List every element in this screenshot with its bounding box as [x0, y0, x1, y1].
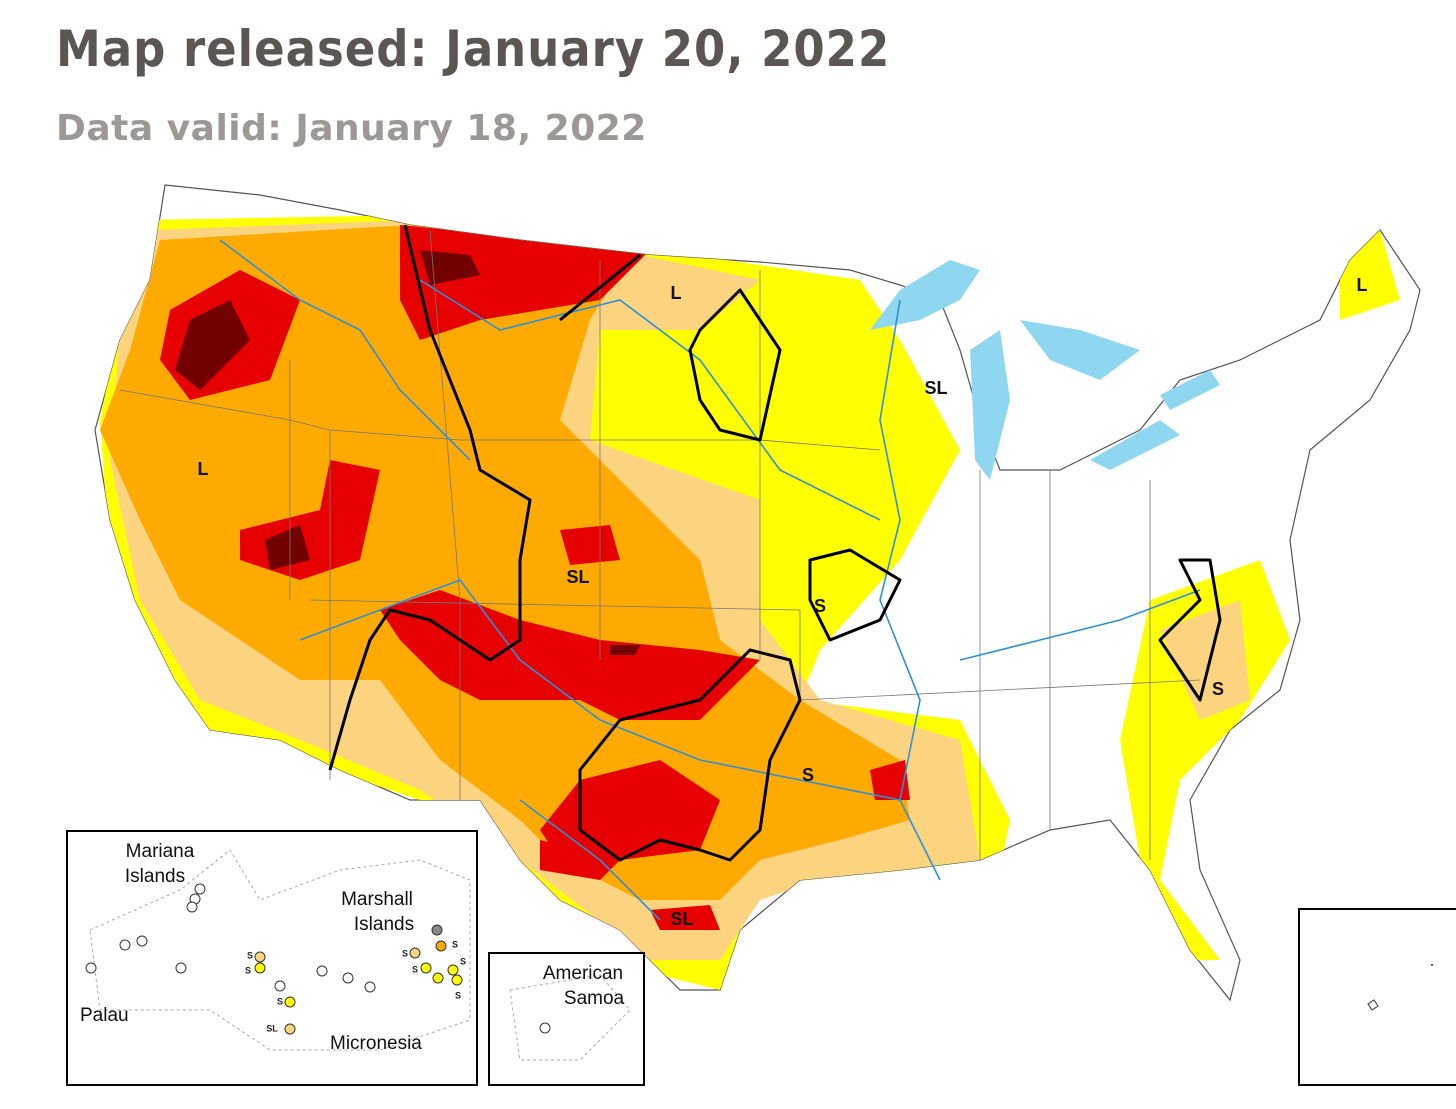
station-dots-shape: [364, 981, 376, 993]
station-dots-shape: [119, 939, 131, 951]
drought-areas: [100, 215, 1400, 990]
station-dots-shape: [284, 1023, 296, 1035]
drought-areas-shape: [400, 225, 650, 340]
drought-areas-shape: [540, 840, 620, 880]
drought-areas-shape: [420, 250, 480, 285]
dot-label: S: [247, 950, 253, 960]
state-boundaries-shape: [119, 389, 881, 451]
station-dots-shape: [431, 924, 443, 936]
impact-boundaries: [328, 224, 1222, 862]
impact-boundaries-shape: [578, 648, 802, 862]
impact-labels: L L SL L SL S S S SL: [198, 275, 1368, 929]
impact-label: SL: [670, 909, 693, 929]
hawaii-inset-shape: [1298, 908, 1456, 1086]
station-dots-shape: [284, 996, 296, 1008]
inset-label: American: [543, 963, 623, 984]
rivers: [219, 239, 1201, 921]
us-map: L L SL L SL S S S SL: [94, 184, 1421, 1002]
station-dots-shape: [420, 962, 432, 974]
inset-label: Samoa: [564, 988, 625, 1009]
impact-label: L: [198, 459, 209, 479]
dot-label: SL: [266, 1023, 278, 1033]
drought-areas-shape: [610, 645, 640, 655]
great-lakes-shape: [1020, 320, 1140, 380]
great-lakes-shape: [1160, 370, 1220, 410]
rivers-shape: [519, 799, 661, 921]
hawaii-inset-shape: [1367, 999, 1379, 1011]
inset-label: Micronesia: [330, 1033, 422, 1054]
dot-label: S: [402, 948, 408, 958]
drought-areas-shape: [650, 905, 720, 930]
rivers-shape: [299, 579, 901, 801]
station-dots-shape: [435, 940, 447, 952]
impact-boundaries-shape: [808, 548, 902, 642]
station-dots-shape: [274, 980, 286, 992]
drought-areas-shape: [175, 300, 250, 390]
dot-label: S: [460, 956, 466, 966]
station-dots-shape: [254, 962, 266, 974]
impact-boundaries-shape: [559, 253, 782, 442]
map-title: Map released: January 20, 2022: [56, 20, 890, 78]
drought-areas-shape: [380, 590, 760, 720]
station-dots-shape: [254, 951, 266, 963]
dot-label: S: [245, 965, 251, 975]
drought-areas-shape: [1160, 600, 1250, 720]
pacific-inset: Mariana Islands Marshall Islands Palau M…: [66, 830, 478, 1086]
inset-label: Mariana: [126, 841, 195, 862]
state-boundaries: [119, 229, 1201, 860]
impact-label: L: [671, 283, 682, 303]
station-dots-shape: [316, 965, 328, 977]
dot-label: S: [455, 990, 461, 1000]
impact-label: S: [802, 765, 814, 785]
drought-areas-shape: [265, 525, 310, 570]
drought-areas-shape: [1120, 560, 1290, 960]
inset-label: Palau: [80, 1005, 129, 1026]
impact-boundaries-shape: [328, 224, 532, 771]
hawaii-inset-shape: [1431, 964, 1433, 966]
station-dots: [85, 883, 463, 1035]
impact-label: S: [814, 596, 826, 616]
station-dots-shape: [85, 962, 97, 974]
dot-label: S: [412, 964, 418, 974]
station-dots-shape: [136, 935, 148, 947]
pacific-inset-shape: [89, 849, 471, 1051]
station-dots-shape: [186, 901, 198, 913]
great-lakes-shape: [970, 330, 1010, 480]
rivers-shape: [419, 279, 881, 521]
drought-areas-shape: [100, 225, 910, 900]
impact-label: L: [1357, 275, 1368, 295]
state-boundaries-shape: [289, 229, 801, 800]
pacific-inset-shape: [66, 830, 478, 1086]
dot-label: S: [277, 996, 283, 1006]
impact-boundaries-shape: [1158, 558, 1222, 702]
samoa-inset-shape: [488, 952, 645, 1086]
impact-label: SL: [566, 567, 589, 587]
station-dots-shape: [451, 974, 463, 986]
drought-areas-shape: [870, 760, 910, 800]
inset-label: Islands: [125, 866, 185, 887]
drought-areas-shape: [560, 525, 620, 565]
station-dots-shape: [409, 947, 421, 959]
station-dots-shape: [194, 883, 206, 895]
station-dots-shape: [447, 964, 459, 976]
station-dot: [539, 1022, 551, 1034]
state-boundaries-shape: [799, 470, 1201, 860]
great-lakes-shape: [1090, 420, 1180, 470]
rivers-shape: [959, 589, 1201, 661]
dot-labels: S S SL S S S S S S: [245, 939, 466, 1033]
samoa-inset: American Samoa: [488, 952, 645, 1086]
hawaii-inset: [1298, 908, 1456, 1086]
impact-label: SL: [924, 378, 947, 398]
map-subtitle: Data valid: January 18, 2022: [56, 108, 647, 149]
rivers-shape: [219, 239, 471, 461]
inset-label: Islands: [354, 914, 414, 935]
impact-label: S: [1212, 679, 1224, 699]
station-dots-shape: [432, 972, 444, 984]
dot-label: S: [452, 939, 458, 949]
inset-label: Marshall: [341, 889, 413, 910]
station-dots-shape: [175, 962, 187, 974]
station-dots-shape: [342, 972, 354, 984]
